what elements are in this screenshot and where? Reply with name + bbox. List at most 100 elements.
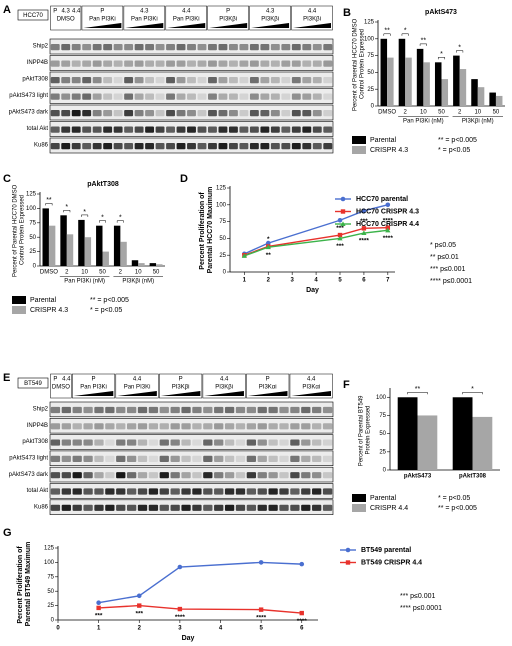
band [176,109,186,117]
band [279,423,289,430]
y-tick-label: 25 [367,87,374,93]
band [192,423,202,430]
significance: * [83,209,86,216]
band [50,504,61,511]
band [192,472,202,479]
band [50,43,60,51]
band [290,423,300,430]
x-tick-label: 4 [314,278,318,284]
y-tick-label: 50 [29,235,36,241]
band [83,472,93,479]
band [137,472,148,479]
blot-strip [49,38,334,55]
band [82,43,92,51]
header-box [159,373,203,399]
bar [416,48,424,106]
bar [96,225,103,266]
band [260,76,270,84]
significance: **** [359,238,370,245]
significance: * [119,215,122,222]
dose-wedge [117,391,157,396]
band [214,439,224,446]
band [148,455,159,462]
band [170,488,180,495]
x-tick-label: 3 [178,626,182,632]
band [203,504,213,511]
band [268,472,278,479]
significance: **** [256,614,267,621]
x-tick-label: 2 [267,278,271,284]
legend-swatch [352,136,366,144]
lane-label: P [226,9,230,15]
band [312,472,322,479]
band [301,472,311,479]
x-tick-label: 10 [81,270,88,276]
y-tick-label: 75 [379,413,386,419]
band [197,109,207,117]
band [134,142,144,150]
band [239,60,249,67]
band [281,43,291,51]
blot-strip [49,450,334,466]
band [83,439,93,446]
point [137,603,142,608]
point [258,607,264,612]
legend-label: HCC70 parental [356,196,408,203]
header-box [81,5,124,31]
treatment-label: Pan PI3Ki [80,385,107,391]
y-tick-label: 100 [26,206,37,212]
band [92,93,102,100]
band [323,76,333,84]
y-tick-label: 0 [383,468,387,474]
band [155,76,165,84]
band [281,76,291,84]
band [159,406,169,414]
y-tick-label: 100 [44,560,55,566]
band [72,488,82,495]
sig-bracket [99,220,106,223]
point [345,547,351,553]
row-label: Ku86 [34,143,49,149]
x-group-label: Pan PI3Ki (nM) [403,119,444,125]
band [105,439,115,446]
blot-strip [49,401,334,418]
band [249,43,259,51]
legend-label: HCC70 CRISPR 4.4 [356,221,419,228]
point [340,221,346,226]
bar [453,55,460,106]
band [71,126,81,133]
significance-note: * = p<0.05 [438,147,470,154]
panel-label: B [343,7,351,19]
band [176,93,186,100]
band [176,43,186,51]
band [279,455,289,462]
blot-strip [49,71,334,88]
band [208,43,217,51]
band [290,504,300,511]
band [214,406,224,414]
band [323,60,333,67]
band [228,142,238,150]
band [181,488,191,495]
sig-bracket [437,57,446,60]
band [249,60,259,67]
treatment-label: PI3Kβi [261,17,279,23]
x-tick-label: 50 [153,270,160,276]
band [218,76,228,84]
lane-label: 4.4 [62,377,71,383]
band [246,472,257,479]
band [113,142,123,150]
band [148,488,159,495]
band [312,76,322,84]
y-tick-label: 25 [29,249,36,255]
band [302,93,312,100]
band [170,423,180,430]
header-box [207,5,249,31]
band [322,504,333,511]
legend-swatch [352,494,366,502]
band [50,60,60,67]
band [126,406,137,414]
band [323,93,333,100]
sig-bracket [81,214,89,217]
